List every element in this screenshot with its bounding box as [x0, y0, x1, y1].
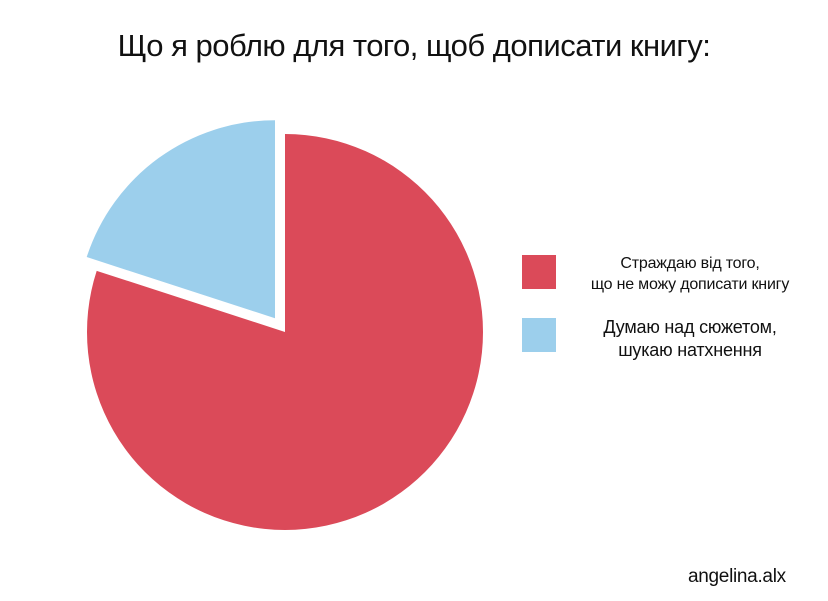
legend-label-line: Думаю над сюжетом, [603, 317, 777, 337]
author-signature: angelina.alx [688, 566, 786, 587]
legend-label-line: що не можу дописати книгу [590, 276, 790, 293]
legend-item-thinking: Думаю над сюжетом, шукаю натхнення [522, 316, 812, 360]
legend-label-line: Страждаю від того, [620, 255, 760, 272]
legend-swatch-suffering [522, 255, 556, 289]
legend-label-suffering: Страждаю від того, що не можу дописати к… [568, 253, 812, 295]
pie-slice-thinking [86, 120, 276, 319]
chart-title: Що я роблю для того, щоб дописати книгу: [117, 28, 711, 63]
legend-item-suffering: Страждаю від того, що не можу дописати к… [522, 253, 812, 293]
legend-swatch-thinking [522, 318, 556, 352]
legend-label-thinking: Думаю над сюжетом, шукаю натхнення [568, 316, 812, 362]
pie-slices [86, 120, 484, 530]
pie-slice-suffering [87, 134, 484, 530]
legend-label-line: шукаю натхнення [618, 340, 762, 360]
